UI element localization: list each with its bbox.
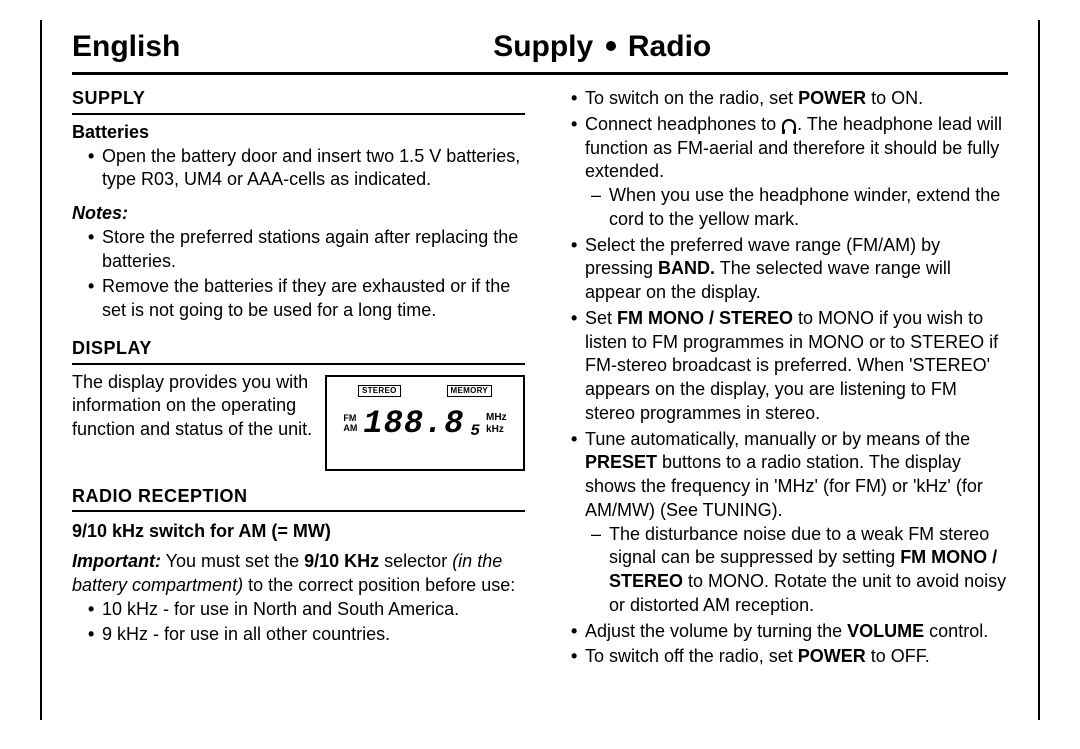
text: Tune automatically, manually or by means… — [585, 429, 970, 449]
khz-switch-heading: 9/10 kHz switch for AM (= MW) — [72, 520, 525, 544]
radio-reception-heading: RADIO RECEPTION — [72, 485, 525, 513]
display-description: The display provides you with informatio… — [72, 371, 313, 442]
lcd-am-label: AM — [343, 424, 357, 434]
text: To switch on the radio, set — [585, 88, 798, 108]
header-row: English Supply Radio — [72, 20, 1008, 75]
lcd-diagram: STEREO MEMORY FM AM 188.8 5 MHz kHz — [325, 375, 525, 471]
text: Connect headphones to — [585, 114, 781, 134]
batteries-list: Open the battery door and insert two 1.5… — [72, 145, 525, 193]
list-item: Store the preferred stations again after… — [88, 226, 525, 274]
lcd-frequency-digits: 188.8 — [363, 403, 464, 445]
bold-text: VOLUME — [847, 621, 924, 641]
left-column: SUPPLY Batteries Open the battery door a… — [72, 87, 525, 671]
batteries-heading: Batteries — [72, 121, 525, 145]
important-bold: 9/10 KHz — [304, 551, 379, 571]
list-item: When you use the headphone winder, exten… — [591, 184, 1008, 232]
bold-text: BAND. — [658, 258, 715, 278]
display-heading: DISPLAY — [72, 337, 525, 365]
content-columns: SUPPLY Batteries Open the battery door a… — [72, 75, 1008, 671]
list-item: Open the battery door and insert two 1.5… — [88, 145, 525, 193]
bold-text: POWER — [798, 646, 866, 666]
list-item: Adjust the volume by turning the VOLUME … — [571, 620, 1008, 644]
right-column: To switch on the radio, set POWER to ON.… — [555, 87, 1008, 671]
lcd-indicator-row: STEREO MEMORY — [335, 385, 515, 398]
bold-text: FM MONO / STEREO — [617, 308, 793, 328]
important-text-pre: You must set the — [161, 551, 304, 571]
lcd-khz-label: kHz — [486, 424, 507, 436]
list-item: To switch off the radio, set POWER to OF… — [571, 645, 1008, 669]
lcd-stereo-tag: STEREO — [358, 385, 401, 398]
text: Set — [585, 308, 617, 328]
lcd-subdigit: 5 — [470, 421, 480, 442]
lcd-band-labels: FM AM — [343, 414, 357, 434]
notes-heading: Notes: — [72, 202, 525, 226]
list-item: To switch on the radio, set POWER to ON. — [571, 87, 1008, 111]
display-section: The display provides you with informatio… — [72, 371, 525, 471]
list-item: Set FM MONO / STEREO to MONO if you wish… — [571, 307, 1008, 426]
list-item: The disturbance noise due to a weak FM s… — [591, 523, 1008, 618]
headphone-icon — [782, 119, 796, 131]
list-item: Connect headphones to . The headphone le… — [571, 113, 1008, 232]
sub-list: When you use the headphone winder, exten… — [585, 184, 1008, 232]
notes-list: Store the preferred stations again after… — [72, 226, 525, 323]
list-item: 9 kHz - for use in all other countries. — [88, 623, 525, 647]
lcd-main-row: FM AM 188.8 5 MHz kHz — [335, 403, 515, 445]
bold-text: PRESET — [585, 452, 657, 472]
sub-list: The disturbance noise due to a weak FM s… — [585, 523, 1008, 618]
header-section-title: Supply Radio — [493, 30, 1008, 64]
important-label: Important: — [72, 551, 161, 571]
bold-text: POWER — [798, 88, 866, 108]
list-item: Select the preferred wave range (FM/AM) … — [571, 234, 1008, 305]
important-paragraph: Important: You must set the 9/10 KHz sel… — [72, 550, 525, 598]
supply-heading: SUPPLY — [72, 87, 525, 115]
important-text-post: to the correct position before use: — [243, 575, 515, 595]
text: control. — [924, 621, 988, 641]
text: to OFF. — [866, 646, 930, 666]
bullet-separator-icon — [606, 41, 616, 51]
lcd-mhz-label: MHz — [486, 412, 507, 424]
page-frame: English Supply Radio SUPPLY Batteries Op… — [40, 20, 1040, 720]
list-item: Tune automatically, manually or by means… — [571, 428, 1008, 618]
header-title-b: Radio — [628, 30, 711, 63]
operation-list: To switch on the radio, set POWER to ON.… — [555, 87, 1008, 669]
list-item: Remove the batteries if they are exhaust… — [88, 275, 525, 323]
important-text-mid: selector — [379, 551, 452, 571]
text: to ON. — [866, 88, 923, 108]
khz-list: 10 kHz - for use in North and South Amer… — [72, 598, 525, 648]
text: Adjust the volume by turning the — [585, 621, 847, 641]
header-language: English — [72, 30, 493, 64]
lcd-unit-labels: MHz kHz — [486, 412, 507, 436]
list-item: 10 kHz - for use in North and South Amer… — [88, 598, 525, 622]
header-title-a: Supply — [493, 30, 593, 63]
text: To switch off the radio, set — [585, 646, 798, 666]
lcd-memory-tag: MEMORY — [447, 385, 493, 398]
